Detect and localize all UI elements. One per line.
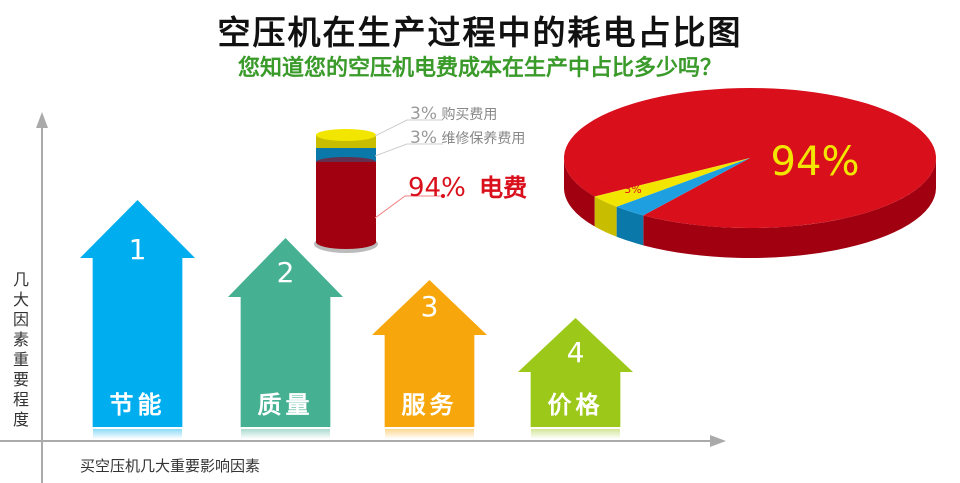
page-subtitle: 您知道您的空压机电费成本在生产中占比多少吗？ bbox=[237, 56, 722, 81]
factor-label: 节能 bbox=[109, 391, 166, 419]
legend-purchase: 3% 购买费用 bbox=[410, 104, 498, 124]
pie-data-label-1: 3% bbox=[595, 178, 612, 191]
x-axis-label: 买空压机几大重要影响因素 bbox=[80, 457, 261, 475]
factor-rank: 3 bbox=[420, 290, 439, 323]
arrow-reflection bbox=[385, 429, 474, 439]
pie-side-1 bbox=[594, 196, 617, 237]
factor-label: 服务 bbox=[401, 391, 458, 419]
pie-data-label-2: 3% bbox=[624, 183, 641, 196]
cylinder-top bbox=[316, 129, 376, 141]
y-axis-arrowhead bbox=[36, 112, 48, 128]
pie-side-2 bbox=[616, 206, 644, 246]
factor-rank: 4 bbox=[566, 336, 585, 369]
pie-side-0 bbox=[564, 158, 595, 227]
cylinder-leader-lines bbox=[374, 119, 445, 219]
pie-slice-1 bbox=[594, 158, 750, 207]
pie-slice-2 bbox=[616, 158, 750, 216]
x-axis-arrowhead bbox=[710, 435, 726, 447]
arrow-reflection bbox=[241, 429, 330, 439]
arrow-reflection bbox=[93, 429, 182, 439]
cost-cylinder bbox=[314, 129, 378, 253]
factor-rank: 2 bbox=[276, 256, 295, 289]
y-axis-label: 几大因素重要程度 bbox=[12, 270, 29, 429]
arrow-reflection bbox=[531, 429, 620, 439]
pie-data-label-0: 94% bbox=[771, 139, 860, 185]
factor-rank: 1 bbox=[128, 233, 147, 266]
factor-label: 价格 bbox=[547, 391, 604, 419]
pie-slice-0 bbox=[564, 88, 937, 229]
cylinder-segment-electricity bbox=[316, 162, 376, 242]
factor-label: 质量 bbox=[257, 391, 314, 419]
pie-side-0 bbox=[643, 158, 936, 258]
page-title: 空压机在生产过程中的耗电占比图 bbox=[217, 13, 743, 52]
legend-electricity: 94% 电费 bbox=[408, 173, 528, 203]
legend-maintenance: 3% 维修保养费用 bbox=[410, 128, 526, 148]
